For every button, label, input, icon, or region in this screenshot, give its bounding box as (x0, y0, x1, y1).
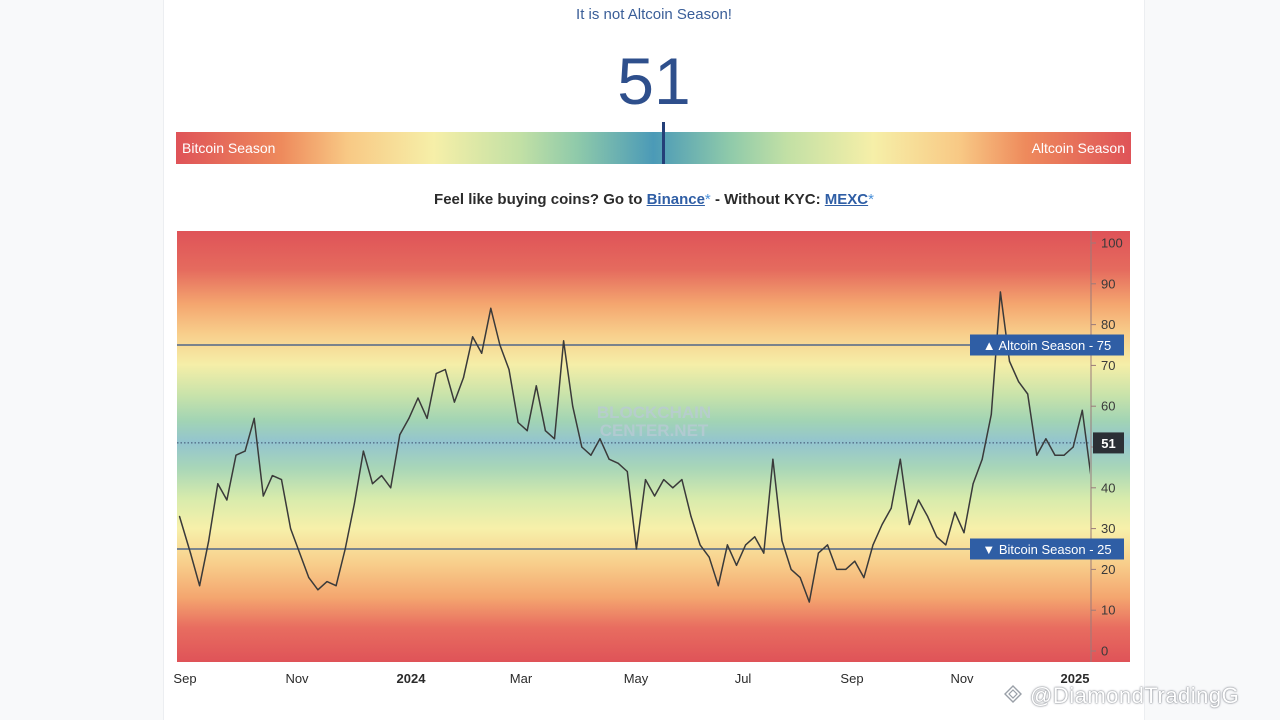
gauge-bitcoin-season-label: Bitcoin Season (182, 140, 276, 156)
mexc-asterisk: * (868, 191, 874, 208)
binance-link[interactable]: Binance (646, 191, 705, 208)
overlay-watermark-text: @DiamondTradingG (1030, 683, 1240, 708)
content-panel: It is not Altcoin Season! 51 Feel like b… (163, 0, 1145, 720)
season-gauge: Bitcoin Season Altcoin Season (176, 122, 1131, 164)
promo-line: Feel like buying coins? Go to Binance* -… (164, 191, 1144, 208)
binance-asterisk: * (704, 191, 711, 208)
gauge-gradient-bar (176, 132, 1131, 164)
diamond-logo-icon (1004, 685, 1022, 703)
promo-middle: - Without KYC: (714, 191, 821, 208)
gauge-value-marker (662, 122, 666, 164)
mexc-link[interactable]: MEXC (824, 191, 869, 208)
gauge-altcoin-season-label: Altcoin Season (1031, 140, 1125, 156)
promo-prefix: Feel like buying coins? Go to (434, 191, 643, 208)
season-status-text: It is not Altcoin Season! (576, 6, 732, 23)
overlay-watermark: @DiamondTradingG (1004, 683, 1240, 709)
altcoin-index-value: 51 (617, 44, 691, 118)
